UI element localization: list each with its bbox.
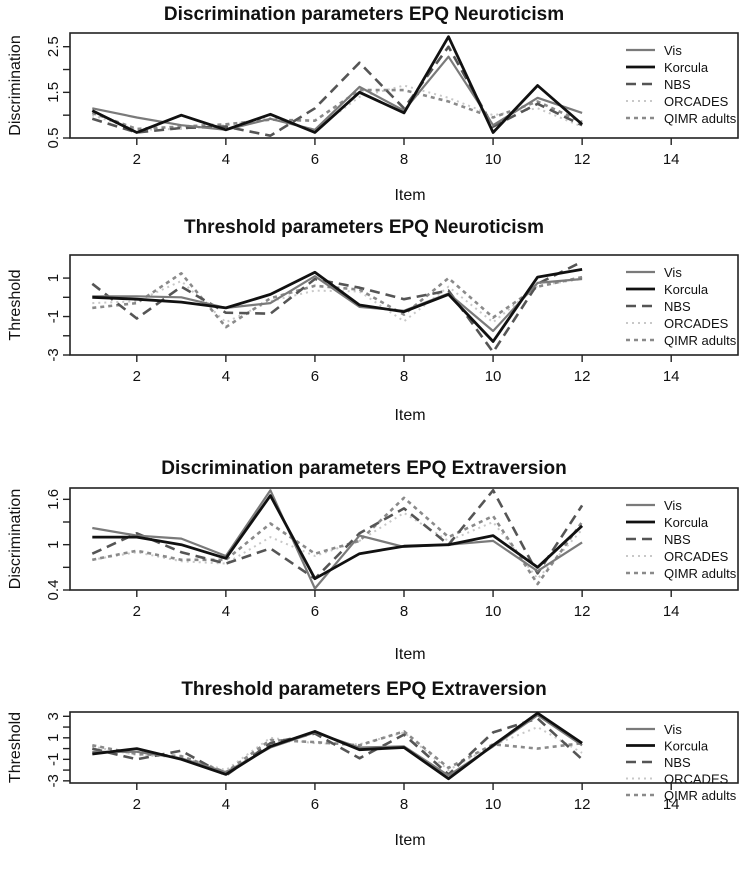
y-tick-label: 1.6 <box>45 489 62 510</box>
x-tick-label: 10 <box>485 603 502 620</box>
series-line-qimr <box>92 496 584 586</box>
y-tick-label: 1.5 <box>45 82 62 103</box>
legend-label: Vis <box>664 498 682 513</box>
x-axis-label: Item <box>394 187 425 204</box>
x-tick-label: 2 <box>133 151 141 168</box>
series-line-korcula <box>92 268 583 343</box>
y-tick-label: -1 <box>45 753 62 766</box>
x-tick-label: 10 <box>485 151 502 168</box>
series-line-orcades <box>92 511 583 580</box>
x-tick-label: 14 <box>663 603 680 620</box>
legend-label: QIMR adults <box>664 111 737 126</box>
y-tick-label: 0.4 <box>45 580 62 601</box>
series-line-vis <box>92 489 583 590</box>
series-line-qimr <box>92 730 583 774</box>
legend-label: ORCADES <box>664 316 729 331</box>
x-tick-label: 8 <box>400 603 408 620</box>
series-line-korcula <box>92 711 583 781</box>
legend-label: QIMR adults <box>664 566 737 581</box>
legend-label: QIMR adults <box>664 788 737 803</box>
x-tick-label: 8 <box>400 796 408 813</box>
x-tick-label: 6 <box>311 796 319 813</box>
series-line-nbs <box>91 717 583 777</box>
x-tick-label: 10 <box>485 368 502 385</box>
legend-label: ORCADES <box>664 94 729 109</box>
y-tick-label: 1 <box>45 734 62 742</box>
series-line-korcula <box>92 494 584 581</box>
y-axis-label: Discrimination <box>7 489 24 589</box>
x-tick-label: 2 <box>133 603 141 620</box>
x-tick-label: 6 <box>311 151 319 168</box>
y-tick-label: 3 <box>45 712 62 720</box>
panel-discrimination-extraversion: Discrimination parameters EPQ Extraversi… <box>7 458 739 663</box>
y-tick-label: -3 <box>45 348 62 361</box>
legend-label: Vis <box>664 265 682 280</box>
y-tick-label: -1 <box>45 310 62 323</box>
y-tick-label: 1 <box>45 274 62 282</box>
chart-title: Discrimination parameters EPQ Extraversi… <box>161 458 567 479</box>
legend-label: Korcula <box>664 739 709 754</box>
legend-label: ORCADES <box>664 549 729 564</box>
x-tick-label: 4 <box>222 603 230 620</box>
legend-label: Vis <box>664 43 682 58</box>
y-axis-label: Discrimination <box>7 35 24 135</box>
y-tick-label: 0.5 <box>45 128 62 149</box>
plot-frame <box>69 487 739 591</box>
chart-title: Threshold parameters EPQ Extraversion <box>181 679 546 700</box>
x-tick-label: 12 <box>574 368 591 385</box>
series-line-vis <box>92 275 583 333</box>
series-line-vis <box>92 55 583 131</box>
x-tick-label: 6 <box>311 603 319 620</box>
y-tick-label: 1 <box>45 540 62 548</box>
x-tick-label: 14 <box>663 796 680 813</box>
legend-label: NBS <box>664 299 691 314</box>
chart-title: Threshold parameters EPQ Neuroticism <box>184 217 544 238</box>
panel-discrimination-neuroticism: Discrimination parameters EPQ Neuroticis… <box>7 4 739 204</box>
x-tick-label: 4 <box>222 368 230 385</box>
x-tick-label: 2 <box>133 368 141 385</box>
panel-threshold-extraversion: Threshold parameters EPQ Extraversion 2 4 6… <box>7 679 739 849</box>
x-tick-label: 8 <box>400 151 408 168</box>
legend-label: Vis <box>664 722 682 737</box>
legend-label: QIMR adults <box>664 333 737 348</box>
y-tick-label: 2.5 <box>45 36 62 57</box>
panel-threshold-neuroticism: Threshold parameters EPQ Neuroticism 2 4 6 8… <box>7 217 739 424</box>
x-tick-label: 12 <box>574 796 591 813</box>
chart-title: Discrimination parameters EPQ Neuroticis… <box>164 4 564 25</box>
x-tick-label: 4 <box>222 151 230 168</box>
y-axis-label: Threshold <box>7 269 24 340</box>
legend-label: NBS <box>664 755 691 770</box>
x-axis-label: Item <box>394 407 425 424</box>
series-line-korcula <box>91 35 584 134</box>
legend-label: Korcula <box>664 60 709 75</box>
x-tick-label: 14 <box>663 151 680 168</box>
x-tick-label: 6 <box>311 368 319 385</box>
legend-label: NBS <box>664 532 691 547</box>
legend-label: NBS <box>664 77 691 92</box>
x-tick-label: 2 <box>133 796 141 813</box>
x-tick-label: 12 <box>574 151 591 168</box>
series-line-nbs <box>91 488 584 581</box>
x-tick-label: 12 <box>574 603 591 620</box>
x-tick-label: 4 <box>222 796 230 813</box>
x-axis-label: Item <box>394 646 425 663</box>
x-axis-label: Item <box>394 832 425 849</box>
y-tick-label: -3 <box>45 774 62 787</box>
legend-label: Korcula <box>664 282 709 297</box>
x-tick-label: 14 <box>663 368 680 385</box>
x-tick-label: 8 <box>400 368 408 385</box>
series-line-nbs <box>91 260 583 354</box>
x-tick-label: 10 <box>485 796 502 813</box>
series-line-qimr <box>91 88 583 131</box>
y-axis-label: Threshold <box>7 712 24 783</box>
legend-label: Korcula <box>664 515 709 530</box>
legend-label: ORCADES <box>664 772 729 787</box>
